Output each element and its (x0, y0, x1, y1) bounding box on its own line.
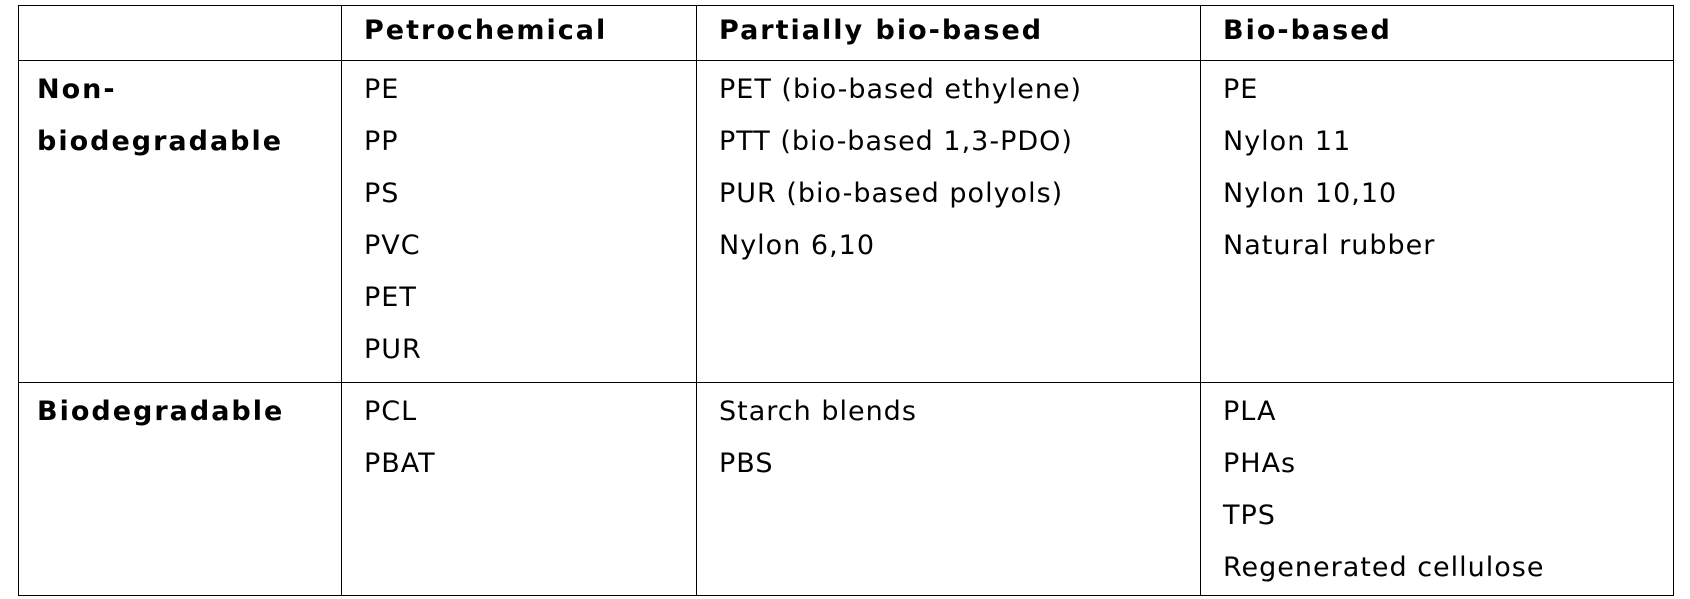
table-row: Non-biodegradable PE PP PS PVC PET PUR PET (bio… (18, 60, 1674, 383)
cell-item: PLA (1223, 396, 1277, 427)
cell-item: PCL (364, 396, 418, 427)
table-row: Biodegradable PCL PBAT Starch blends PBS PLA P… (18, 382, 1674, 596)
cell-item: Nylon 10,10 (1223, 178, 1398, 209)
cell-item: Starch blends (719, 396, 917, 427)
table-cell: PET (bio-based ethylene) PTT (bio-based 1… (696, 60, 1201, 383)
cell-item: TPS (1223, 500, 1276, 531)
cell-item: PTT (bio-based 1,3-PDO) (719, 126, 1073, 157)
cell-item: Nylon 11 (1223, 126, 1352, 157)
cell-item: PET (364, 282, 417, 313)
column-header: Bio-based (1200, 5, 1674, 61)
row-label: Biodegradable (18, 382, 342, 596)
column-header: Petrochemical (341, 5, 697, 61)
cell-item: Nylon 6,10 (719, 230, 876, 261)
cell-item: Regenerated cellulose (1223, 552, 1545, 583)
cell-item: PS (364, 178, 400, 209)
cell-item: PHAs (1223, 448, 1297, 479)
table-cell: PLA PHAs TPS Regenerated cellulose (1200, 382, 1674, 596)
column-header: Partially bio-based (696, 5, 1201, 61)
table-cell: PCL PBAT (341, 382, 697, 596)
cell-item: PP (364, 126, 399, 157)
table-cell: PE PP PS PVC PET PUR (341, 60, 697, 383)
polymer-table: Petrochemical Partially bio-based Bio-base… (18, 5, 1674, 596)
cell-item: PBAT (364, 448, 436, 479)
cell-item: Natural rubber (1223, 230, 1436, 261)
cell-item: PBS (719, 448, 774, 479)
cell-item: PET (bio-based ethylene) (719, 74, 1083, 105)
cell-item: PVC (364, 230, 421, 261)
table-cell: PE Nylon 11 Nylon 10,10 Natural rubber (1200, 60, 1674, 383)
header-row: Petrochemical Partially bio-based Bio-base… (18, 5, 1674, 61)
cell-item: PUR (bio-based polyols) (719, 178, 1064, 209)
cell-item: PUR (364, 334, 422, 365)
table-cell: Starch blends PBS (696, 382, 1201, 596)
cell-item: PE (364, 74, 400, 105)
corner-cell (18, 5, 342, 61)
cell-item: PE (1223, 74, 1259, 105)
row-label: Non-biodegradable (18, 60, 342, 383)
